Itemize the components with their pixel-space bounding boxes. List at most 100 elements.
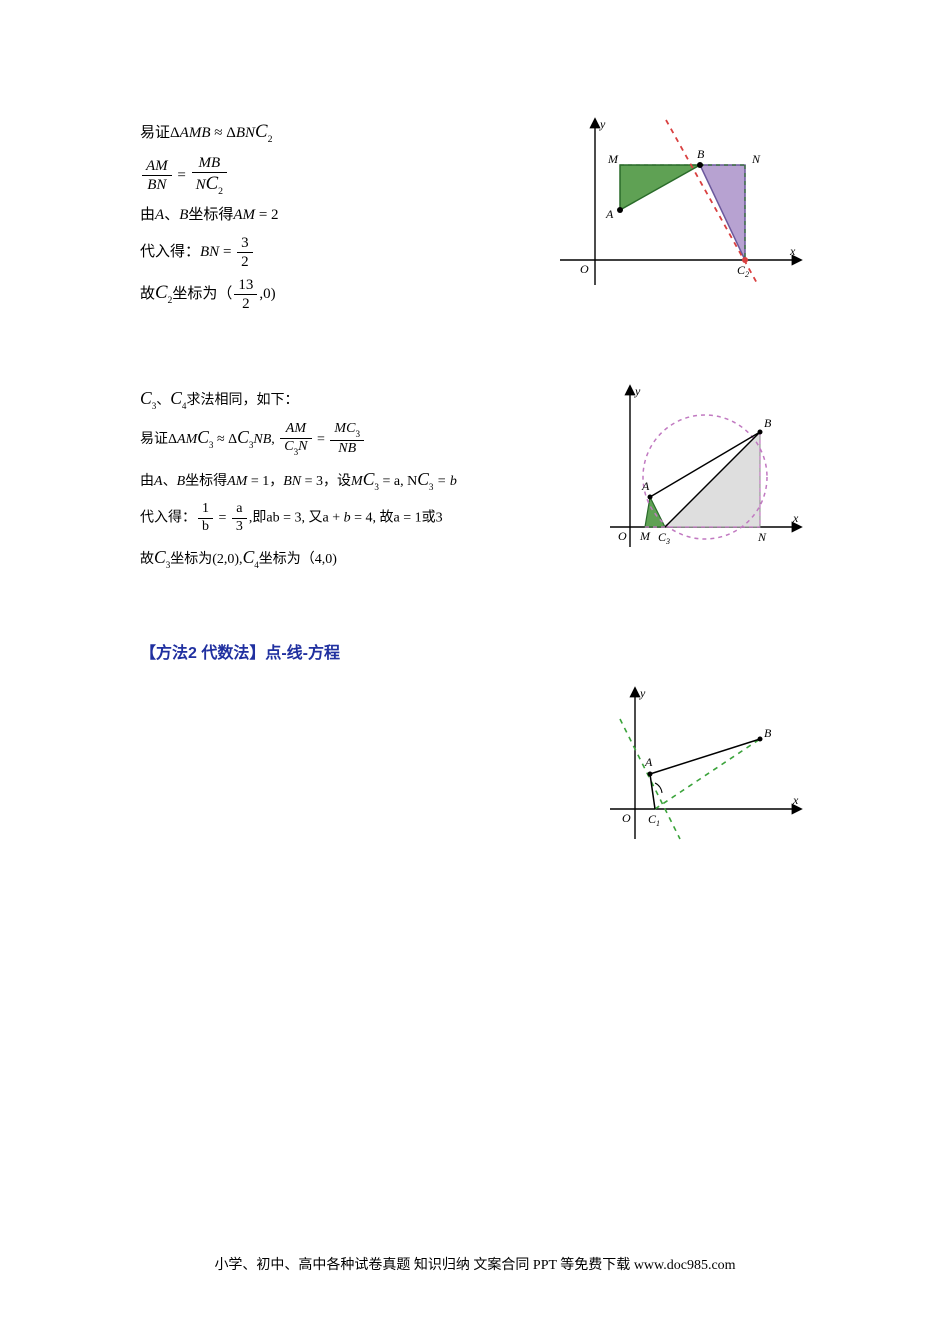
t: 、 [164,207,179,223]
figure-3-svg: y x O A B C1 [600,679,810,849]
lbl-N: N [751,152,761,166]
lbl-O: O [618,529,627,543]
sub: 3 [355,429,360,439]
t: 故 [140,552,154,567]
b1-line4: 代入得：BN = 32 [140,234,520,271]
block-3: y x O A B C1 [140,679,810,849]
block1-figure: y x O M B N A C2 [520,110,810,300]
b1-line5: 故C 2坐标为（132,0) [140,275,520,313]
t: 故 [140,286,155,302]
t: B [179,207,188,223]
block3-figure: y x O A B C1 [580,679,810,849]
block2-math: C3、C4求法相同，如下： 易证ΔAMC3 ≈ ΔC3NB, AMC3N = M… [140,377,580,579]
C-sym: C [140,388,152,408]
C-sym: C [237,427,249,447]
t: M [351,474,363,489]
lbl-C3: C3 [658,530,670,546]
C-sym: C [154,547,166,567]
frac: 132 [234,276,257,313]
t: , [271,432,278,447]
lbl-C1: C1 [648,812,660,828]
num: 13 [234,276,257,295]
sub: 2 [268,134,273,145]
den: C3N [280,439,311,458]
lbl-O: O [622,811,631,825]
frac: AMC3N [280,421,311,458]
t: 、 [156,393,170,408]
t: = b [433,474,456,489]
frac: MBNC2 [192,154,227,198]
t: = 3，设 [301,474,351,489]
lbl-N: N [757,530,767,544]
t: 求法相同，如下： [186,393,298,408]
num: AM [280,421,311,439]
t: ,即ab = 3, 又a + [249,511,344,526]
lbl-C2: C2 [737,263,749,279]
t: N [298,439,307,454]
lbl-O: O [580,262,589,276]
b1-line3: 由A、B坐标得AM = 2 [140,201,520,230]
block-1: 易证ΔAMB ≈ ΔBNC2 AMBN = MBNC2 由A、B坐标得AM = … [140,110,810,317]
lbl-B: B [697,147,705,161]
lbl-M: M [639,529,651,543]
frac: 32 [237,234,253,271]
t: ,0) [259,286,275,302]
t: 坐标为(2,0), [170,552,242,567]
figure-2-svg: y x O M A B N C3 [600,377,810,557]
t: ≈ Δ [210,125,235,141]
C-sym: C [170,388,182,408]
lbl-A: A [605,207,614,221]
frac: 1b [198,501,213,536]
block-2: C3、C4求法相同，如下： 易证ΔAMC3 ≈ ΔC3NB, AMC3N = M… [140,377,810,579]
t: AMB [180,125,211,141]
b2-line4: 代入得：1b = a3,即ab = 3, 又a + b = 4, 故a = 1或… [140,501,580,536]
b2-line5: 故C3坐标为(2,0),C4坐标为（4,0) [140,540,580,575]
t: B [177,474,186,489]
t: AM [227,474,247,489]
t: 坐标为（4,0) [259,552,337,567]
t: 坐标得 [185,474,227,489]
lbl-x: x [792,511,799,525]
den: b [198,519,213,536]
frac: MC3NB [330,421,364,458]
den: BN [142,176,172,194]
C-sym: C [284,439,293,454]
den: NB [330,441,364,458]
lbl-B: B [764,726,772,740]
C-sym: C [155,282,168,303]
t: 易证Δ [140,432,177,447]
t: N [196,177,206,193]
b1-line1: 易证ΔAMB ≈ ΔBNC2 [140,114,520,150]
lbl-y: y [634,384,641,398]
C-sym: C [206,173,219,194]
den: 3 [232,519,247,536]
den: 2 [234,295,257,313]
t: 坐标为（ [172,286,232,302]
t: ≈ Δ [213,432,237,447]
t: A [154,474,163,489]
b2-line2: 易证ΔAMC3 ≈ ΔC3NB, AMC3N = MC3NB [140,420,580,458]
lbl-A: A [641,479,650,493]
sub: 2 [218,186,223,197]
t: 代入得： [140,511,196,526]
lbl-M: M [607,152,619,166]
lbl-A: A [644,755,653,769]
t: = 4, 故a = 1或3 [351,511,443,526]
frac: a3 [232,501,247,536]
block2-figure: y x O M A B N C3 [580,377,810,557]
page-footer: 小学、初中、高中各种试卷真题 知识归纳 文案合同 PPT 等免费下载 www.d… [0,1254,950,1274]
t: BN [283,474,301,489]
C-sym: C [243,547,255,567]
footer-text: 小学、初中、高中各种试卷真题 知识归纳 文案合同 PPT 等免费下载 [214,1258,633,1273]
t: NB [253,432,271,447]
lbl-x: x [792,793,799,807]
num: a [232,501,247,519]
t: = 1， [247,474,283,489]
lbl-y: y [599,117,606,131]
num: MB [192,154,227,173]
page-content: 易证ΔAMB ≈ ΔBNC2 AMBN = MBNC2 由A、B坐标得AM = … [0,0,950,849]
C-sym: C [417,469,429,489]
t: 坐标得 [188,207,233,223]
b2-line3: 由A、B坐标得AM = 1，BN = 3，设MC3 = a, NC3 = b [140,462,580,497]
den: NC2 [192,173,227,198]
